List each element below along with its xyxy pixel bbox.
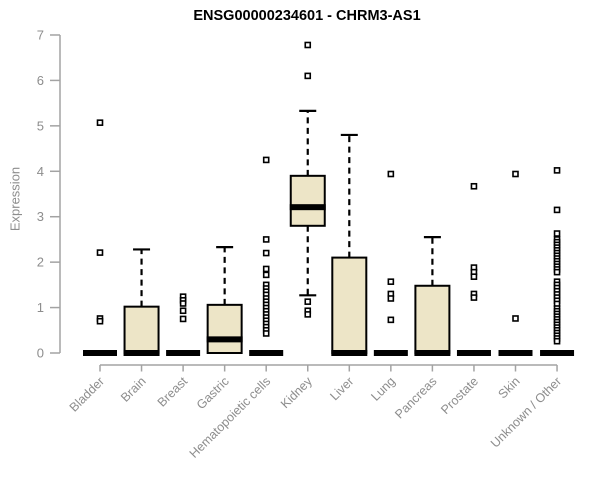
median-line	[123, 350, 160, 356]
median-line	[331, 350, 368, 356]
box-Liver	[331, 256, 368, 354]
x-category-label: Prostate	[438, 374, 481, 417]
box-Gastric	[206, 303, 243, 355]
outlier-point	[553, 167, 561, 174]
outlier-point	[262, 271, 270, 279]
box-Pancreas	[414, 284, 451, 355]
outlier-point	[387, 278, 395, 285]
median-line	[373, 350, 408, 356]
outlier-point	[96, 249, 104, 256]
x-category-label: Liver	[327, 374, 356, 403]
outlier-point	[470, 182, 478, 190]
median-line	[166, 350, 201, 356]
y-tick-label: 0	[37, 346, 44, 361]
outlier-point	[553, 206, 561, 214]
outlier-point	[96, 119, 104, 126]
outlier-point	[304, 72, 312, 80]
x-category-label: Gastric	[194, 374, 232, 412]
box-Kidney	[289, 174, 326, 227]
outlier-point	[179, 307, 187, 315]
outlier-point	[304, 311, 312, 318]
outlier-point	[387, 170, 395, 178]
x-category-label: Breast	[155, 374, 191, 410]
y-tick-label: 5	[37, 118, 44, 133]
median-line	[83, 350, 117, 356]
median-line	[540, 350, 575, 356]
outlier-point	[262, 330, 270, 337]
y-tick-label: 7	[37, 27, 44, 42]
x-category-label: Brain	[118, 374, 149, 405]
outlier-point	[262, 265, 270, 273]
x-category-label: Bladder	[67, 374, 107, 414]
outlier-point	[262, 236, 270, 243]
x-category-label: Lung	[368, 374, 398, 404]
y-tick-label: 6	[37, 73, 44, 88]
outlier-point	[387, 316, 395, 324]
median-line	[289, 204, 326, 211]
median-line	[249, 350, 284, 356]
outlier-point	[387, 295, 395, 302]
outlier-point	[262, 249, 270, 257]
outlier-point	[553, 337, 561, 345]
y-tick-label: 1	[37, 300, 44, 315]
median-line	[456, 350, 491, 356]
x-category-label: Pancreas	[392, 374, 439, 421]
median-line	[414, 350, 451, 356]
outlier-point	[553, 268, 561, 276]
outlier-point	[304, 298, 312, 305]
outlier-point	[304, 41, 312, 49]
outlier-point	[179, 315, 187, 323]
y-tick-label: 3	[37, 209, 44, 224]
outlier-point	[512, 315, 519, 322]
outlier-point	[470, 273, 478, 280]
outlier-point	[553, 230, 561, 237]
outlier-point	[96, 317, 104, 325]
x-category-label: Unknown / Other	[488, 374, 564, 450]
x-category-label: Kidney	[278, 374, 315, 411]
outlier-point	[470, 294, 478, 301]
y-tick-label: 4	[37, 164, 44, 179]
outlier-point	[262, 156, 270, 164]
box-Brain	[123, 305, 160, 355]
chart-title: ENSG00000234601 - CHRM3-AS1	[193, 8, 421, 24]
outlier-point	[179, 300, 187, 307]
outlier-point	[512, 170, 519, 178]
y-tick-label: 2	[37, 255, 44, 270]
x-category-label: Hematopoietic cells	[187, 374, 274, 461]
x-category-label: Skin	[496, 374, 523, 401]
median-line	[206, 336, 243, 343]
median-line	[498, 350, 533, 356]
